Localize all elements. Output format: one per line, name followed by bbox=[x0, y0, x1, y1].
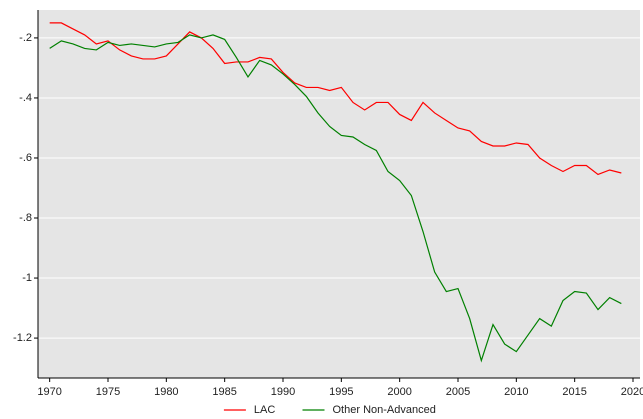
series-line bbox=[49, 22, 622, 176]
x-tick-label: 1975 bbox=[96, 386, 120, 398]
legend-label: LAC bbox=[254, 404, 275, 416]
x-tick-label: 2010 bbox=[504, 386, 528, 398]
plot-background bbox=[38, 10, 640, 378]
x-tick-label: 2015 bbox=[562, 386, 586, 398]
x-tick-label: 1980 bbox=[154, 386, 178, 398]
x-tick-label: 1990 bbox=[271, 386, 295, 398]
y-tick-label: -1.2 bbox=[13, 332, 32, 344]
y-tick-label: -.8 bbox=[19, 212, 32, 224]
x-tick-label: 2005 bbox=[446, 386, 470, 398]
x-tick-label: 1970 bbox=[37, 386, 61, 398]
y-tick-label: -.6 bbox=[19, 152, 32, 164]
x-tick-label: 2000 bbox=[387, 386, 411, 398]
y-tick-label: -.4 bbox=[19, 92, 32, 104]
y-tick-label: -.2 bbox=[19, 32, 32, 44]
series-line bbox=[49, 34, 622, 363]
y-tick-label: -1 bbox=[22, 272, 32, 284]
x-tick-label: 2020 bbox=[621, 386, 643, 398]
x-tick-label: 1995 bbox=[329, 386, 353, 398]
x-tick-label: 1985 bbox=[212, 386, 236, 398]
legend-label: Other Non-Advanced bbox=[333, 404, 436, 416]
